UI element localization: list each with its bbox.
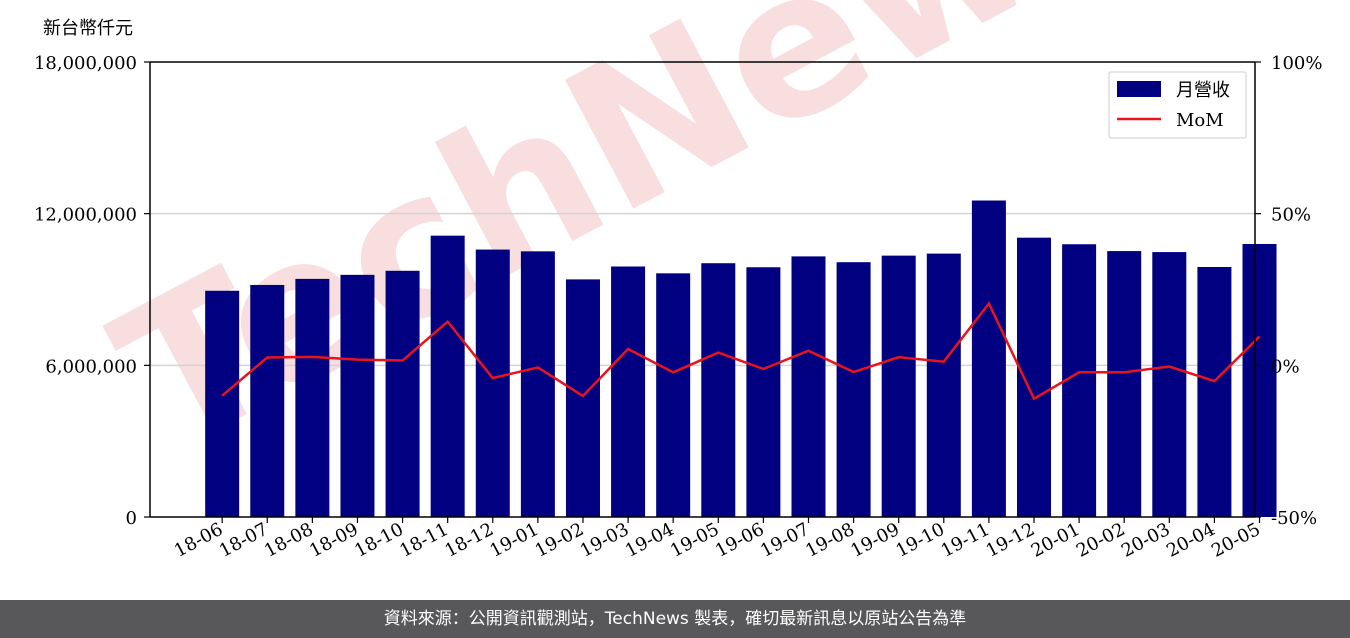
x-tick-label: 19-05 <box>667 519 723 562</box>
bar <box>881 255 916 517</box>
legend-bar-swatch <box>1117 81 1161 97</box>
axes <box>149 61 1256 518</box>
right-tick-label: -50% <box>1271 508 1317 529</box>
bar <box>475 249 510 518</box>
x-tick-label: 19-06 <box>712 519 768 562</box>
x-tick-label: 19-11 <box>938 519 994 562</box>
bar <box>250 284 285 517</box>
bar <box>1152 252 1187 518</box>
x-tick-label: 19-09 <box>847 519 903 562</box>
x-tick-label: 19-07 <box>757 519 813 562</box>
bar <box>1242 244 1277 517</box>
x-tick-label: 20-04 <box>1163 519 1219 562</box>
left-tick-label: 18,000,000 <box>34 53 137 74</box>
x-tick-label: 19-01 <box>487 519 543 562</box>
bar <box>791 256 826 517</box>
x-tick-label: 18-06 <box>171 519 227 562</box>
x-tick-label: 20-01 <box>1028 519 1084 562</box>
x-tick-label: 18-09 <box>306 519 362 562</box>
bar <box>656 273 691 517</box>
bar <box>701 263 736 517</box>
bar <box>926 253 961 517</box>
bar <box>385 270 420 517</box>
bar <box>746 267 781 517</box>
legend-bar-label: 月營收 <box>1176 80 1230 101</box>
x-tick-label: 20-02 <box>1073 519 1129 562</box>
legend-line-label: MoM <box>1176 110 1224 131</box>
bar <box>1017 237 1051 518</box>
bar <box>295 278 330 517</box>
unit-label: 新台幣仟元 <box>43 18 133 39</box>
bar <box>836 262 871 517</box>
right-tick-label: 0% <box>1271 356 1300 377</box>
right-tick-label: 50% <box>1271 205 1311 226</box>
x-tick-label: 19-12 <box>983 519 1039 562</box>
left-tick-label: 0 <box>126 508 137 529</box>
x-tick-label: 18-07 <box>216 519 272 562</box>
bar-series <box>205 200 1277 518</box>
right-tick-label: 100% <box>1271 53 1322 74</box>
mom-line <box>221 301 1261 401</box>
bar <box>1197 267 1232 517</box>
x-tick-label: 18-10 <box>351 519 407 562</box>
legend: 月營收 MoM <box>1108 71 1247 139</box>
bar <box>971 200 1006 517</box>
left-tick-label: 12,000,000 <box>34 205 137 226</box>
x-tick-label: 20-05 <box>1208 519 1264 562</box>
x-tick-label: 19-03 <box>577 519 633 562</box>
bar <box>430 235 465 518</box>
revenue-chart: TechNews 06,000,00012,000,00018,000,000-… <box>34 0 1323 562</box>
x-tick-label: 18-12 <box>441 519 497 562</box>
x-tick-label: 19-04 <box>622 519 678 562</box>
left-tick-label: 6,000,000 <box>45 356 137 377</box>
bar <box>565 279 600 517</box>
bar <box>611 266 646 517</box>
x-tick-label: 19-02 <box>532 519 588 562</box>
x-tick-label: 18-11 <box>396 519 452 562</box>
bar <box>205 290 240 517</box>
bar <box>1062 244 1097 517</box>
bar <box>520 251 555 517</box>
x-tick-label: 19-08 <box>802 519 858 562</box>
x-tick-label: 20-03 <box>1118 519 1174 562</box>
x-tick-label: 18-08 <box>261 519 317 562</box>
bar <box>340 274 375 517</box>
bar <box>1107 251 1142 518</box>
x-tick-label: 19-10 <box>892 519 948 562</box>
footer-source-note: 資料來源：公開資訊觀測站，TechNews 製表，確切最新訊息以原站公告為準 <box>0 600 1350 638</box>
